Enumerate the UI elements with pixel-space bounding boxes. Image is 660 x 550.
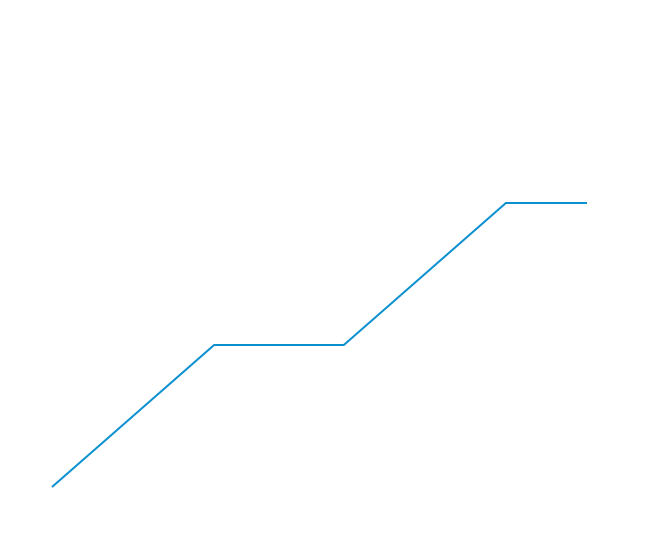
series-layer — [51, 202, 587, 488]
series-line-0 — [51, 202, 587, 488]
